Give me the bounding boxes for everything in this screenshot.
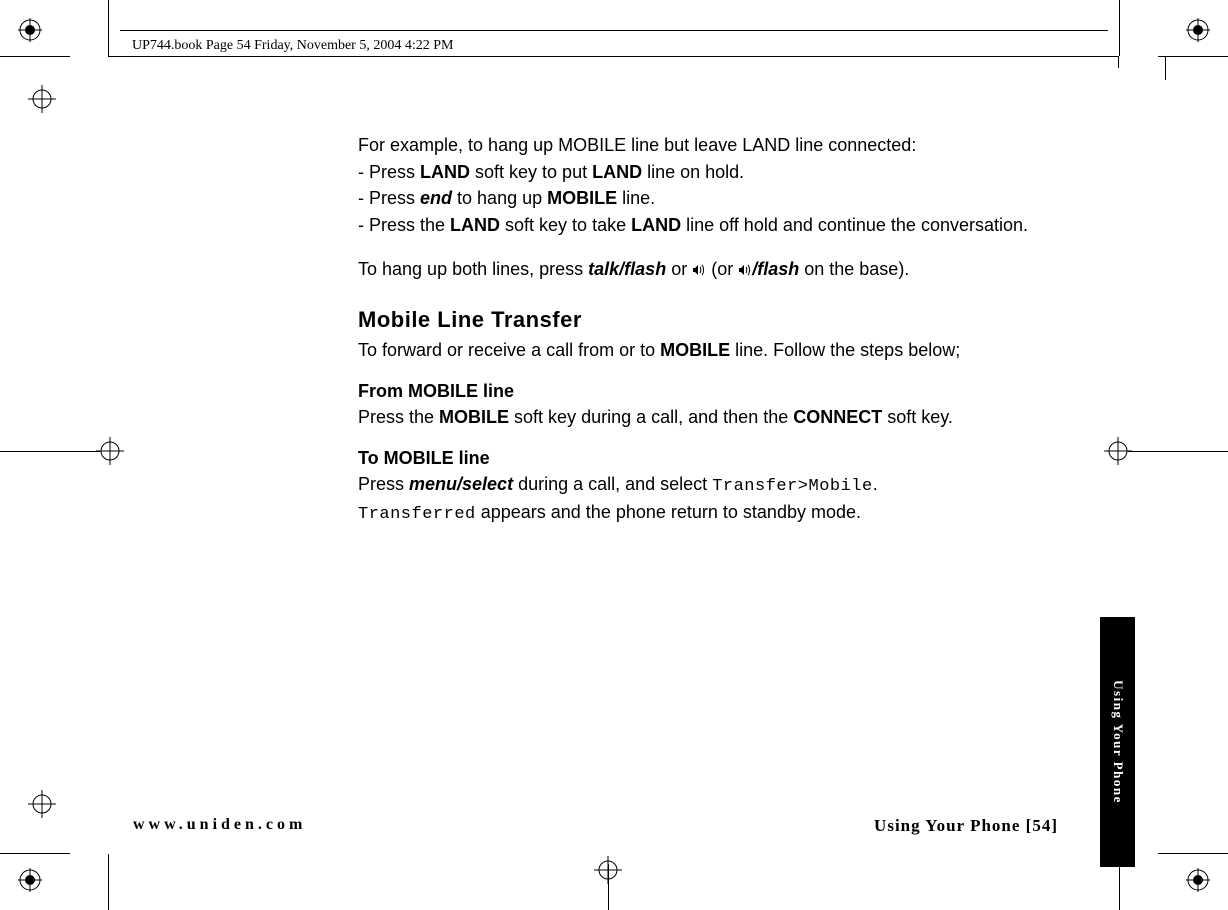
text-bold: LAND <box>631 215 681 235</box>
footer-url: www.uniden.com <box>133 816 306 834</box>
text-bold-italic: talk/flash <box>588 259 666 279</box>
text: Press <box>358 474 409 494</box>
text-bold: MOBILE <box>439 407 509 427</box>
text: - Press <box>358 162 420 182</box>
sub-heading: To MOBILE line <box>358 447 1058 470</box>
alignment-target-icon <box>96 437 124 465</box>
text: - Press the <box>358 215 450 235</box>
text-bold: MOBILE <box>660 340 730 360</box>
text-mono: Transferred <box>358 505 476 524</box>
text-bold: LAND <box>420 162 470 182</box>
section-tab-label: Using Your Phone <box>1110 680 1126 804</box>
list-item: - Press end to hang up MOBILE line. <box>358 187 1058 210</box>
text-bold-italic: /flash <box>752 259 799 279</box>
text: line. Follow the steps below; <box>730 340 960 360</box>
crop-tick <box>108 56 1118 57</box>
sub-heading: From MOBILE line <box>358 380 1058 403</box>
text: line on hold. <box>642 162 744 182</box>
alignment-target-icon <box>28 790 56 818</box>
crop-line <box>1158 853 1228 854</box>
text-bold: rom MOBILE line <box>369 381 514 401</box>
text: . <box>873 474 878 494</box>
text: To forward or receive a call from or to <box>358 340 660 360</box>
text: soft key to put <box>470 162 592 182</box>
crop-tick <box>1118 56 1119 68</box>
header-rule <box>120 30 1108 31</box>
crop-line <box>1128 451 1228 452</box>
text: or <box>666 259 692 279</box>
registration-mark-icon <box>1186 868 1210 892</box>
text-bold-italic: menu/select <box>409 474 513 494</box>
crop-line <box>108 0 109 56</box>
footer-page: Using Your Phone [54] <box>874 816 1058 836</box>
paragraph: To forward or receive a call from or to … <box>358 339 1058 362</box>
speaker-icon <box>738 259 752 282</box>
text: Press the <box>358 407 439 427</box>
text-bold: LAND <box>450 215 500 235</box>
text: (or <box>706 259 738 279</box>
paragraph: Transferred appears and the phone return… <box>358 501 1058 525</box>
crop-line <box>0 451 100 452</box>
crop-line <box>108 854 109 910</box>
footer-section-name: Using Your Phone <box>874 816 1026 835</box>
crop-tick <box>1165 56 1166 80</box>
text: line off hold and continue the conversat… <box>681 215 1028 235</box>
text-bold-italic: end <box>420 188 452 208</box>
text-bold: CONNECT <box>793 407 882 427</box>
text: line. <box>617 188 655 208</box>
paragraph: For example, to hang up MOBILE line but … <box>358 134 1058 157</box>
text: To hang up both lines, press <box>358 259 588 279</box>
footer-page-number: [54] <box>1026 816 1058 835</box>
crop-line <box>0 853 70 854</box>
paragraph: To hang up both lines, press talk/flash … <box>358 258 1058 282</box>
crop-line <box>1119 0 1120 56</box>
registration-mark-icon <box>1186 18 1210 42</box>
speaker-icon <box>692 259 706 282</box>
alignment-target-icon <box>28 85 56 113</box>
text: soft key to take <box>500 215 631 235</box>
text: F <box>358 381 369 401</box>
running-head: UP744.book Page 54 Friday, November 5, 2… <box>132 38 453 54</box>
text: soft key during a call, and then the <box>509 407 793 427</box>
text: to hang up <box>452 188 547 208</box>
list-item: - Press the LAND soft key to take LAND l… <box>358 214 1058 237</box>
section-heading: Mobile Line Transfer <box>358 306 1058 334</box>
crop-line <box>1158 56 1228 57</box>
text: - Press <box>358 188 420 208</box>
text: soft key. <box>882 407 953 427</box>
list-item: - Press LAND soft key to put LAND line o… <box>358 161 1058 184</box>
section-tab: Using Your Phone <box>1100 617 1135 867</box>
text: on the base). <box>799 259 909 279</box>
text: during a call, and select <box>513 474 712 494</box>
page-body: For example, to hang up MOBILE line but … <box>358 134 1058 530</box>
text-bold: LAND <box>592 162 642 182</box>
paragraph: Press menu/select during a call, and sel… <box>358 473 1058 497</box>
text: appears and the phone return to standby … <box>476 502 861 522</box>
paragraph: Press the MOBILE soft key during a call,… <box>358 406 1058 429</box>
crop-line <box>0 56 70 57</box>
crop-line <box>608 864 609 910</box>
registration-mark-icon <box>18 18 42 42</box>
text-mono: Transfer>Mobile <box>712 477 873 496</box>
text-bold: MOBILE <box>547 188 617 208</box>
registration-mark-icon <box>18 868 42 892</box>
